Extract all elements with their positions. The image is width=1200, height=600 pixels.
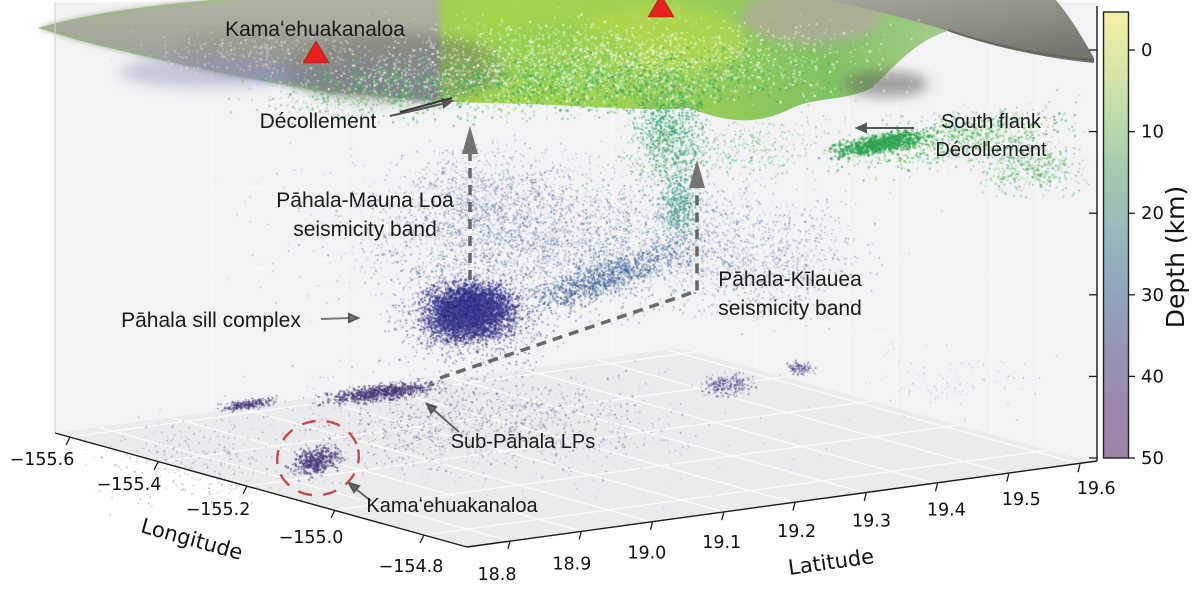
y-tick [934, 483, 939, 492]
y-tick-label: 19.1 [702, 533, 741, 553]
y-tick [507, 540, 511, 550]
y-tick-label: 18.9 [552, 554, 591, 574]
x-tick [330, 509, 336, 519]
volcano-markers [302, 0, 675, 64]
depth-axis-ticks [1089, 49, 1097, 459]
y-tick [1077, 464, 1081, 473]
annotation-arrow-kamaehuakanaloa [355, 488, 372, 502]
highlight-circle-kamaehuakanaloa [275, 419, 361, 497]
annotation-south-flank-decollement: South flank Décollement [935, 111, 1047, 161]
colorbar-tick-label: 50 [1141, 448, 1164, 469]
y-tick-label: 19.6 [1077, 479, 1116, 499]
y-tick-label: 19.4 [927, 501, 966, 521]
x-tick [242, 485, 248, 495]
colorbar-gradient-rect [1102, 11, 1130, 459]
y-tick-label: 18.8 [478, 565, 517, 585]
annotation-sub-pahala-lps: Sub-Pāhala LPs [451, 431, 596, 453]
y-tick-label: 19.3 [852, 511, 891, 531]
volcano-marker-icon [647, 0, 675, 18]
annotation-kamaehuakanaloa-bottom: Kamaʻehuakanaloa [366, 495, 538, 517]
colorbar-tick-label: 40 [1141, 366, 1164, 387]
y-tick-label: 19.0 [627, 544, 666, 564]
colorbar-tick-label: 20 [1141, 203, 1164, 224]
dashed-arrow-kilauea [439, 187, 699, 380]
x-axis-ticks: −155.6 −155.4 −155.2 −155.0 −154.8 [10, 436, 444, 577]
y-tick-label: 19.5 [1002, 490, 1041, 510]
colorbar: 0 10 20 30 40 50 Depth (km) [1102, 11, 1190, 469]
annotation-decollement: Décollement [260, 110, 377, 133]
annotations: Kamaʻehuakanaloa Décollement Pāhala-Mauna … [121, 18, 1047, 517]
volcano-marker-icon [302, 40, 330, 64]
x-tick-label: −154.8 [379, 557, 444, 577]
dashed-arrow-mauna-loa-head [462, 126, 478, 154]
annotation-arrow-sub-pahala [433, 409, 460, 433]
y-axis-title: Latitude [787, 544, 876, 580]
annotation-pahala-mauna-loa-band: Pāhala-Mauna Loa seismicity band [276, 189, 454, 241]
x-axis-line [54, 432, 468, 548]
colorbar-tick-label: 0 [1141, 40, 1152, 61]
y-tick [863, 492, 867, 502]
y-axis-ticks: 18.8 18.9 19.0 19.1 19.2 19.3 19.4 19.5 19.6 [478, 464, 1116, 585]
annotation-arrow-sill [320, 317, 350, 320]
x-tick [153, 461, 159, 471]
x-axis-title: Longitude [138, 514, 245, 565]
annotation-arrow-decollement [389, 103, 443, 117]
y-tick [578, 531, 582, 540]
colorbar-title: Depth (km) [1161, 186, 1190, 328]
y-tick [649, 521, 654, 530]
x-tick [65, 436, 71, 446]
annotation-pahala-sill-complex: Pāhala sill complex [121, 309, 301, 332]
y-tick [721, 512, 725, 521]
x-tick-label: −155.6 [10, 450, 75, 470]
decollement-trace-line [399, 96, 453, 114]
x-tick-label: −155.0 [279, 528, 344, 548]
y-tick [792, 502, 796, 511]
x-tick-label: −155.2 [186, 500, 251, 520]
y-tick [1006, 473, 1010, 482]
annotation-pahala-kilauea-band: Pāhala-Kīlauea seismicity band [718, 268, 862, 320]
colorbar-ticks: 0 10 20 30 40 50 [1128, 40, 1164, 469]
colorbar-tick-label: 30 [1141, 285, 1164, 306]
annotation-arrows [320, 96, 914, 502]
x-tick-label: −155.4 [97, 475, 162, 495]
y-axis-line [466, 460, 1098, 548]
colorbar-tick-label: 10 [1141, 122, 1164, 143]
x-tick [419, 534, 425, 544]
dashed-arrow-kilauea-head [689, 160, 705, 188]
y-tick-label: 19.2 [777, 522, 816, 542]
annotation-kamaehuakanaloa-top: Kamaʻehuakanaloa [225, 18, 405, 41]
